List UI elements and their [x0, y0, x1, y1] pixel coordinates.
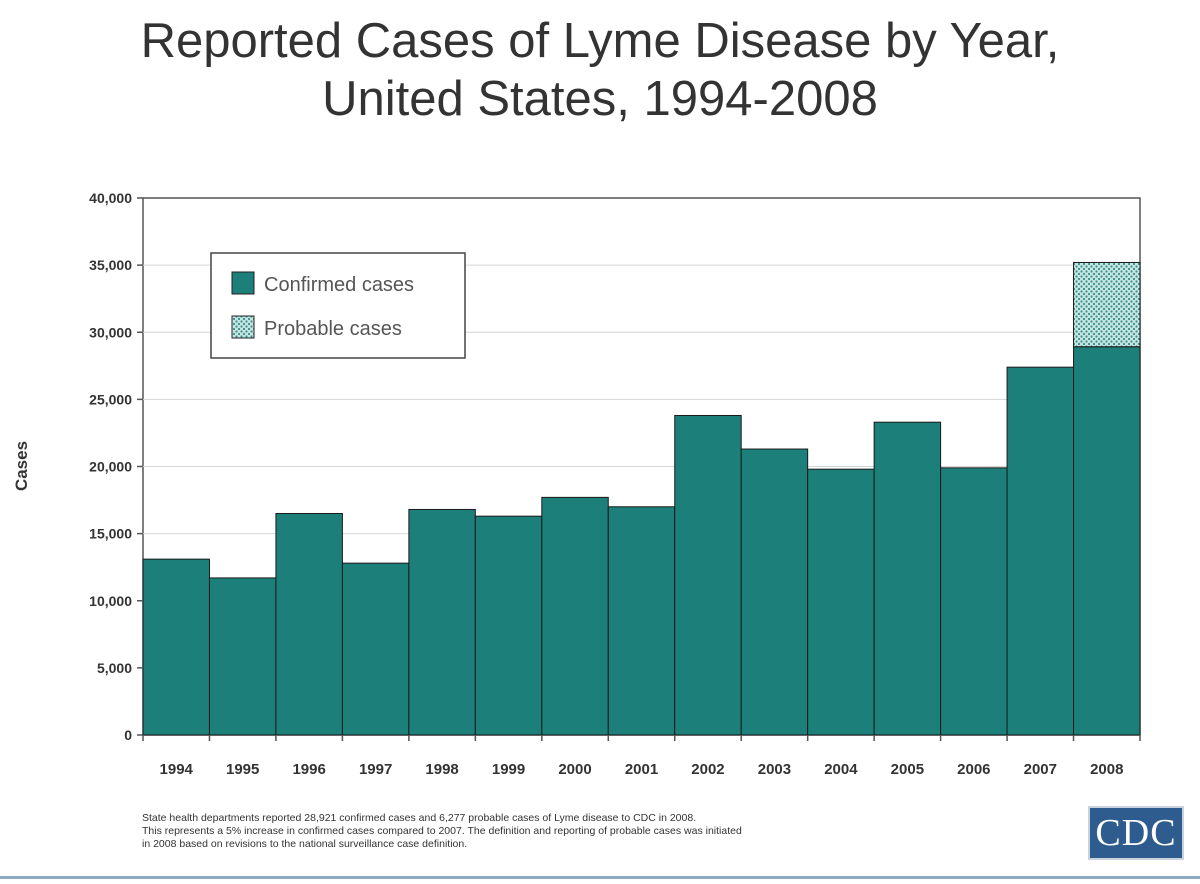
chart-title-line-2: United States, 1994-2008	[322, 72, 878, 126]
bar-confirmed-1995	[208, 577, 277, 736]
x-tick-label: 2004	[824, 761, 858, 778]
footnote-line-1: State health departments reported 28,921…	[142, 812, 697, 824]
y-tick-label: 10,000	[89, 593, 132, 609]
x-tick-label: 1994	[160, 761, 194, 778]
x-tick-label: 2003	[758, 761, 791, 778]
y-tick-label: 40,000	[89, 190, 132, 206]
legend-swatch-probable	[231, 315, 255, 339]
bar-confirmed-2006	[940, 467, 1008, 736]
bar-confirmed-2000	[541, 496, 609, 736]
x-tick-label: 2000	[558, 761, 591, 778]
bar-confirmed-2005	[873, 421, 942, 736]
bar-confirmed-2004	[807, 468, 875, 736]
legend-label-confirmed: Confirmed cases	[264, 274, 414, 296]
cdc-logo: CDC	[1088, 806, 1184, 860]
chart-title-line-1: Reported Cases of Lyme Disease by Year,	[140, 14, 1060, 68]
bottom-divider	[0, 876, 1200, 879]
x-tick-label: 2008	[1090, 761, 1123, 778]
bar-confirmed-1997	[341, 562, 410, 736]
footnote-line-2: This represents a 5% increase in confirm…	[142, 825, 742, 837]
x-tick-label: 2002	[691, 761, 724, 778]
x-axis-ticks: 1994 1995 1996 1997 1998 1999 2000 2001 2002 2003…	[142, 735, 1141, 778]
legend-swatch-confirmed	[231, 271, 255, 295]
y-tick-label: 35,000	[89, 257, 132, 273]
x-tick-label: 2005	[891, 761, 924, 778]
bar-confirmed-1996	[275, 512, 343, 736]
bar-confirmed-2003	[740, 448, 809, 736]
y-tick-label: 30,000	[89, 324, 132, 340]
bar-confirmed-2007	[1006, 366, 1075, 736]
bar-confirmed-1994	[142, 558, 210, 736]
x-tick-label: 1997	[359, 761, 392, 778]
x-tick-label: 2006	[957, 761, 990, 778]
y-axis-label: Cases	[12, 441, 31, 491]
x-tick-label: 2007	[1024, 761, 1057, 778]
bar-confirmed-2002	[674, 414, 742, 736]
y-tick-label: 5,000	[97, 660, 132, 676]
bar-confirmed-2008	[1073, 346, 1141, 736]
x-tick-label: 1995	[226, 761, 259, 778]
x-tick-label: 2001	[625, 761, 658, 778]
y-tick-label: 20,000	[89, 459, 132, 475]
footnote: State health departments reported 28,921…	[142, 812, 1042, 851]
legend-box	[210, 252, 466, 359]
x-tick-label: 1999	[492, 761, 525, 778]
y-tick-label: 15,000	[89, 526, 132, 542]
bar-confirmed-1998	[408, 508, 476, 736]
x-tick-label: 1996	[292, 761, 325, 778]
y-tick-label: 0	[124, 727, 132, 743]
x-tick-label: 1998	[425, 761, 458, 778]
chart-title: Reported Cases of Lyme Disease by Year, …	[0, 12, 1200, 128]
bar-probable-2008	[1073, 261, 1141, 348]
bar-confirmed-2001	[607, 506, 676, 736]
legend: Confirmed cases Probable cases	[210, 252, 466, 359]
bar-chart: 0 5,000 10,000 15,000 20,000 25,000 30,000 35,0…	[12, 190, 1141, 778]
legend-label-probable: Probable cases	[264, 318, 402, 340]
y-axis-ticks: 0 5,000 10,000 15,000 20,000 25,000 30,000 35,0…	[89, 190, 143, 743]
bar-confirmed-1999	[474, 515, 543, 736]
bars	[142, 261, 1141, 736]
y-tick-label: 25,000	[89, 391, 132, 407]
footnote-line-3: in 2008 based on revisions to the nation…	[142, 838, 468, 850]
